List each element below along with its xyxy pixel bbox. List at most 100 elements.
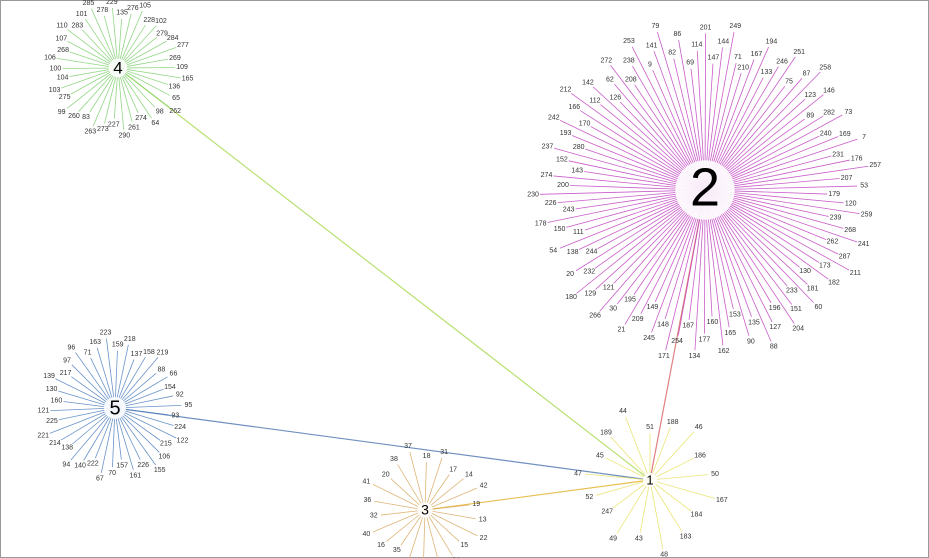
- leaf-label: 66: [170, 371, 178, 378]
- leaf-label: 276: [127, 5, 139, 12]
- leaf-label: 193: [560, 130, 572, 137]
- leaf-label: 48: [660, 552, 668, 558]
- leaf-edge: [114, 407, 156, 466]
- leaf-edge: [424, 487, 478, 511]
- leaf-label: 221: [37, 432, 49, 439]
- leaf-label: 223: [100, 329, 112, 336]
- leaf-label: 44: [619, 408, 627, 415]
- leaf-label: 249: [729, 23, 741, 30]
- leaf-edge: [117, 67, 176, 69]
- leaf-label: 112: [589, 98, 600, 105]
- leaf-edge: [78, 67, 119, 112]
- leaf-label: 98: [156, 109, 164, 116]
- leaf-label: 210: [737, 64, 749, 71]
- leaf-label: 88: [158, 366, 166, 373]
- leaf-label: 69: [686, 59, 694, 66]
- leaf-label: 268: [844, 227, 856, 234]
- leaf-label: 176: [851, 156, 863, 163]
- leaf-label: 35: [393, 547, 401, 554]
- leaf-edge: [372, 509, 426, 533]
- leaf-label: 90: [747, 338, 755, 345]
- leaf-edge: [606, 457, 651, 481]
- leaf-label: 217: [60, 370, 72, 377]
- leaf-label: 261: [128, 124, 140, 131]
- leaf-label: 143: [571, 167, 583, 174]
- leaf-edge: [424, 509, 476, 520]
- leaf-label: 263: [84, 129, 96, 136]
- leaf-label: 133: [761, 69, 773, 76]
- leaf-label: 194: [766, 38, 778, 45]
- leaf-label: 14: [465, 472, 473, 479]
- leaf-label: 96: [67, 344, 75, 351]
- cluster: 51 188 46 186 50 167 184 183 48 43 49 247 52 47 45 189 4…: [574, 408, 728, 558]
- leaf-label: 71: [84, 349, 92, 356]
- leaf-label: 36: [364, 497, 372, 504]
- leaf-edge: [117, 67, 171, 96]
- leaf-label: 89: [806, 112, 814, 119]
- leaf-label: 70: [108, 470, 116, 477]
- leaf-label: 13: [479, 517, 487, 524]
- leaf-label: 181: [807, 285, 819, 292]
- leaf-label: 43: [635, 535, 643, 542]
- leaf-edge: [55, 378, 116, 409]
- leaf-label: 110: [56, 23, 67, 30]
- leaf-label: 274: [135, 115, 147, 122]
- leaf-edge: [61, 67, 119, 89]
- leaf-label: 49: [609, 535, 617, 542]
- leaf-label: 136: [169, 83, 181, 90]
- leaf-label: 7: [862, 134, 866, 141]
- leaf-label: 262: [169, 108, 181, 115]
- clusters: 5118846186501671841834843492475247451894…: [37, 0, 881, 558]
- leaf-label: 266: [589, 313, 601, 320]
- leaf-label: 88: [770, 344, 778, 351]
- leaf-label: 83: [82, 114, 90, 121]
- leaf-label: 148: [657, 322, 669, 329]
- leaf-edge: [117, 67, 170, 108]
- leaf-label: 122: [177, 438, 189, 445]
- leaf-edge: [423, 509, 426, 558]
- hub: [642, 472, 658, 488]
- hub-label: 1: [646, 472, 653, 487]
- leaf-label: 67: [96, 476, 104, 483]
- leaf-label: 167: [751, 51, 763, 58]
- leaf-label: 134: [689, 353, 701, 360]
- hub: [108, 58, 128, 78]
- leaf-label: 140: [74, 462, 86, 469]
- leaf-label: 195: [624, 296, 636, 303]
- leaf-edge: [374, 500, 426, 511]
- leaf-label: 93: [171, 412, 179, 419]
- leaf-label: 166: [568, 104, 580, 111]
- leaf-label: 82: [668, 50, 676, 57]
- leaf-label: 38: [390, 456, 398, 463]
- leaf-label: 155: [154, 467, 166, 474]
- leaf-label: 273: [97, 126, 109, 133]
- leaf-edge: [70, 407, 116, 461]
- leaf-label: 268: [57, 47, 69, 54]
- leaf-edge: [114, 407, 177, 439]
- leaf-edge: [117, 25, 157, 69]
- leaf-label: 111: [573, 229, 584, 236]
- leaf-label: 251: [793, 49, 805, 56]
- leaf-edge: [649, 479, 683, 532]
- leaf-label: 62: [606, 76, 614, 83]
- leaf-label: 246: [776, 58, 788, 65]
- cluster: 1714421913221534333821351640323641203837…: [363, 443, 488, 558]
- leaf-label: 151: [790, 306, 802, 313]
- leaf-edge: [625, 416, 651, 481]
- leaf-label: 239: [830, 215, 842, 222]
- leaf-edge: [584, 473, 651, 481]
- leaf-edge: [117, 46, 177, 69]
- leaf-label: 229: [106, 0, 118, 6]
- leaf-label: 285: [83, 0, 95, 7]
- leaf-label: 21: [617, 326, 625, 333]
- hub: [417, 502, 433, 518]
- leaf-label: 137: [131, 351, 143, 358]
- leaf-label: 214: [49, 440, 61, 447]
- leaf-label: 157: [116, 462, 128, 469]
- leaf-label: 259: [861, 211, 873, 218]
- leaf-label: 95: [184, 402, 192, 409]
- hub-label: 5: [109, 397, 120, 419]
- leaf-label: 135: [748, 319, 760, 326]
- leaf-label: 274: [541, 172, 553, 179]
